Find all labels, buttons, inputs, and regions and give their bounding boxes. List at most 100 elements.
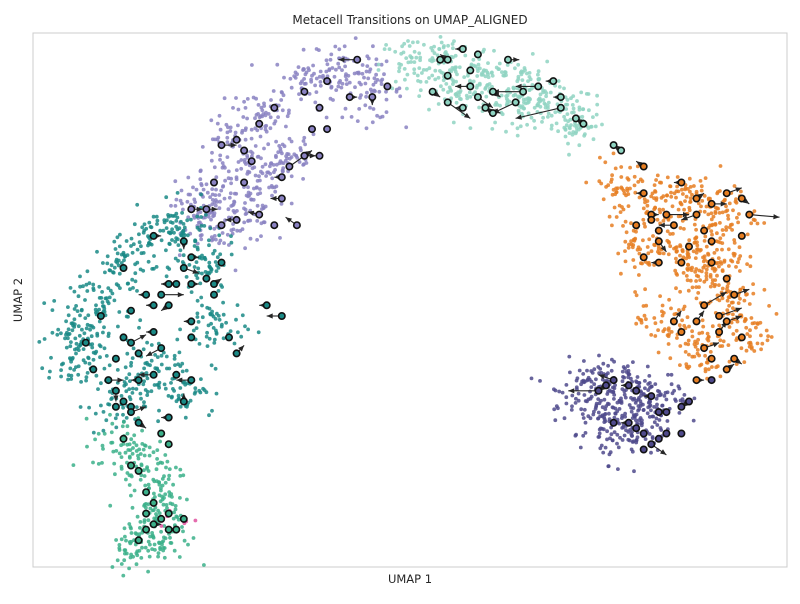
- metacell-marker: [737, 231, 746, 240]
- cell-point: [582, 407, 587, 412]
- cell-point: [562, 114, 566, 119]
- cell-point: [198, 281, 203, 286]
- cell-point: [150, 531, 155, 535]
- cell-point: [549, 113, 554, 118]
- cell-point: [229, 228, 234, 233]
- cell-point: [209, 118, 214, 123]
- cell-point: [129, 236, 134, 241]
- cell-point: [277, 144, 282, 148]
- transition-arrow-head: [146, 351, 153, 357]
- cell-point: [668, 184, 672, 189]
- cell-point: [93, 307, 98, 312]
- cell-point: [102, 431, 107, 436]
- cell-point: [96, 431, 101, 436]
- cell-point: [192, 244, 197, 248]
- cell-point: [611, 405, 616, 410]
- cell-point: [135, 514, 140, 519]
- cell-point: [264, 123, 269, 128]
- metacell-marker: [594, 386, 603, 395]
- cell-point: [745, 262, 749, 266]
- cell-point: [402, 67, 407, 71]
- cell-point: [213, 203, 218, 208]
- cell-point: [613, 166, 618, 171]
- cell-point: [259, 234, 263, 239]
- transition-arrow-head: [735, 315, 742, 321]
- cell-point: [166, 213, 171, 217]
- metacell-marker: [488, 109, 497, 118]
- cell-point: [78, 284, 82, 289]
- cell-point: [146, 243, 150, 248]
- cell-point: [135, 202, 140, 207]
- cell-point: [615, 400, 620, 405]
- cell-point: [639, 320, 644, 325]
- cell-point: [258, 187, 262, 191]
- metacell-marker: [202, 205, 211, 214]
- cell-point: [289, 139, 294, 144]
- cell-point: [85, 269, 90, 274]
- cell-point: [74, 346, 79, 351]
- cell-point: [151, 450, 156, 455]
- cell-point: [152, 491, 156, 496]
- metacell-marker: [609, 141, 618, 150]
- cell-point: [522, 66, 527, 70]
- cell-point: [650, 436, 655, 441]
- metacell-marker: [164, 413, 173, 422]
- cell-point: [666, 326, 671, 331]
- transition-arrow-head: [192, 268, 199, 274]
- cell-point: [135, 289, 139, 293]
- cell-point: [130, 277, 135, 282]
- cell-point: [130, 451, 135, 456]
- cell-point: [699, 204, 703, 209]
- metacell-marker: [119, 263, 128, 272]
- metacell-marker: [300, 151, 309, 160]
- cell-point: [150, 267, 155, 271]
- cell-point: [438, 35, 443, 39]
- cell-point: [207, 260, 212, 265]
- cell-point: [610, 223, 614, 228]
- cell-point: [204, 213, 208, 217]
- cell-point: [149, 389, 154, 394]
- cell-point: [596, 410, 601, 415]
- cell-point: [687, 205, 692, 210]
- cell-point: [162, 524, 167, 528]
- metacell-marker: [142, 488, 151, 497]
- cell-point: [641, 206, 646, 211]
- cell-point: [66, 377, 70, 382]
- cell-point: [421, 68, 426, 72]
- cell-point: [91, 282, 96, 287]
- cell-point: [453, 67, 457, 72]
- cell-point: [409, 55, 414, 60]
- cell-point: [129, 360, 134, 365]
- cell-point: [660, 403, 664, 408]
- cell-point: [710, 232, 714, 237]
- cell-point: [128, 555, 133, 560]
- cell-point: [589, 379, 594, 384]
- cell-point: [116, 263, 121, 268]
- cell-point: [155, 218, 160, 223]
- cell-point: [311, 132, 316, 137]
- cell-point: [646, 388, 651, 392]
- cell-point: [694, 273, 699, 278]
- cell-point: [543, 105, 548, 110]
- cell-point: [127, 473, 132, 478]
- cell-point: [609, 389, 614, 394]
- cell-point: [197, 342, 202, 346]
- plot-area: [32, 32, 788, 568]
- cell-point: [415, 73, 420, 78]
- cell-point: [234, 175, 239, 180]
- cell-point: [71, 463, 76, 467]
- cell-point: [660, 309, 664, 314]
- cell-point: [675, 336, 679, 340]
- cell-point: [65, 330, 69, 335]
- cell-point: [100, 300, 105, 305]
- cell-point: [276, 115, 280, 119]
- cell-point: [681, 307, 686, 312]
- cell-point: [134, 562, 139, 567]
- cell-point: [580, 412, 585, 416]
- cell-point: [164, 195, 169, 200]
- cell-point: [202, 388, 207, 392]
- cell-point: [653, 321, 658, 326]
- cell-point: [242, 160, 247, 165]
- transition-arrow-head: [773, 214, 780, 220]
- cell-point: [703, 353, 707, 358]
